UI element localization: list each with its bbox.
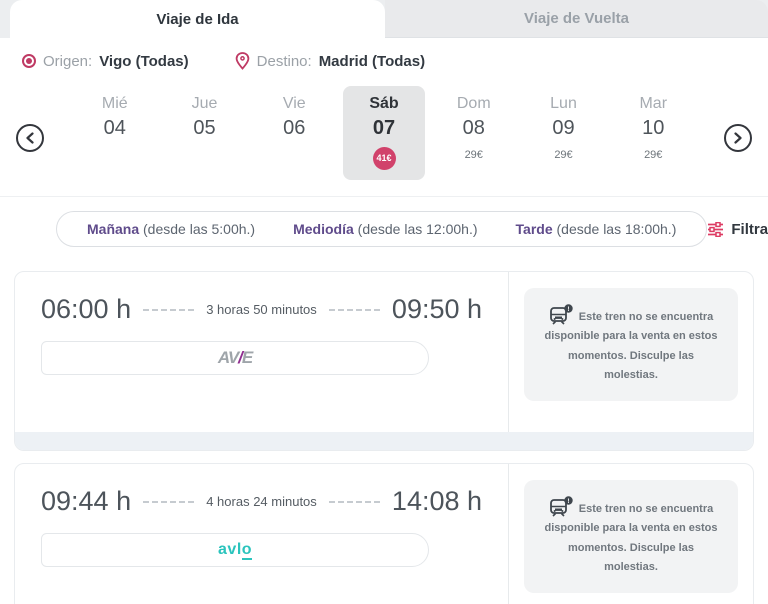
train-result-card: 06:00 h 3 horas 50 minutos 09:50 h AV/E xyxy=(14,271,754,451)
day-price: 29€ xyxy=(464,149,483,161)
departure-time: 09:44 h xyxy=(41,486,132,516)
day-price xyxy=(164,149,246,160)
carousel-prev-button[interactable] xyxy=(16,124,44,152)
day-price xyxy=(253,149,335,160)
day-item[interactable]: Mié 04 xyxy=(74,86,156,170)
day-price xyxy=(74,149,156,160)
origin-field: Origen: Vigo (Todas) xyxy=(22,53,189,70)
trip-duration: 4 horas 24 minutos xyxy=(206,494,317,509)
operator-bar-ave[interactable]: AV/E xyxy=(41,341,430,375)
main-content: Origen: Vigo (Todas) Destino: Madrid (To… xyxy=(0,38,768,604)
train-result-card: 09:44 h 4 horas 24 minutos 14:08 h avlo xyxy=(14,463,754,604)
filter-bar: Mañana (desde las 5:00h.) Mediodía (desd… xyxy=(0,196,768,259)
origin-bullseye-icon xyxy=(22,54,36,68)
time-of-day-filter: Mañana (desde las 5:00h.) Mediodía (desd… xyxy=(56,211,708,247)
sliders-filter-icon xyxy=(708,221,724,237)
origin-label: Origen: xyxy=(43,52,93,70)
tab-viaje-ida[interactable]: Viaje de Ida xyxy=(10,0,385,38)
filtrar-button[interactable]: Filtrar xyxy=(707,221,768,238)
avlo-logo: avlo xyxy=(218,541,253,560)
trip-duration: 3 horas 50 minutos xyxy=(206,302,317,317)
trip-tabs: Viaje de Ida Viaje de Vuelta xyxy=(0,0,768,38)
schedule-row: 09:44 h 4 horas 24 minutos 14:08 h xyxy=(41,486,482,517)
unavailable-message: ! Este tren no se encuentra disponible p… xyxy=(524,480,738,593)
train-alert-icon: ! xyxy=(549,496,573,517)
svg-text:!: ! xyxy=(567,498,569,505)
day-item[interactable]: Vie 06 xyxy=(253,86,335,170)
filter-option-tarde[interactable]: Tarde (desde las 18:00h.) xyxy=(515,221,677,237)
day-item-selected[interactable]: Sáb 07 41€ xyxy=(343,86,425,180)
route-summary: Origen: Vigo (Todas) Destino: Madrid (To… xyxy=(0,38,768,74)
tab-viaje-vuelta[interactable]: Viaje de Vuelta xyxy=(385,0,768,38)
day-item[interactable]: Jue 05 xyxy=(164,86,246,170)
operator-bar-avlo[interactable]: avlo xyxy=(41,533,430,567)
date-carousel: Mié 04 Jue 05 Vie 06 Sáb 07 41€ Dom 0 xyxy=(0,74,768,180)
day-price: 29€ xyxy=(644,149,663,161)
filter-option-manana[interactable]: Mañana (desde las 5:00h.) xyxy=(87,221,256,237)
filter-option-mediodia[interactable]: Mediodía (desde las 12:00h.) xyxy=(293,221,478,237)
day-item[interactable]: Lun 09 29€ xyxy=(523,86,605,171)
arrival-time: 09:50 h xyxy=(391,294,483,324)
day-list: Mié 04 Jue 05 Vie 06 Sáb 07 41€ Dom 0 xyxy=(66,86,702,180)
unavailable-message: ! Este tren no se encuentra disponible p… xyxy=(524,288,738,401)
chevron-left-icon xyxy=(26,132,34,144)
day-item[interactable]: Mar 10 29€ xyxy=(612,86,694,171)
train-alert-icon: ! xyxy=(549,304,573,325)
schedule-row: 06:00 h 3 horas 50 minutos 09:50 h xyxy=(41,294,482,325)
day-price: 29€ xyxy=(554,149,573,161)
destination-field: Destino: Madrid (Todas) xyxy=(235,52,425,70)
origin-value: Vigo (Todas) xyxy=(99,52,189,70)
destination-label: Destino: xyxy=(256,52,312,70)
destination-value: Madrid (Todas) xyxy=(318,52,426,70)
departure-time: 06:00 h xyxy=(41,294,132,324)
svg-text:!: ! xyxy=(567,306,569,313)
map-pin-icon xyxy=(235,52,250,70)
ave-logo: AV/E xyxy=(217,348,253,367)
chevron-right-icon xyxy=(734,132,742,144)
day-item[interactable]: Dom 08 29€ xyxy=(433,86,515,171)
arrival-time: 14:08 h xyxy=(391,486,483,516)
price-badge: 41€ xyxy=(372,147,396,170)
card-footer-strip xyxy=(15,432,753,450)
carousel-next-button[interactable] xyxy=(724,124,752,152)
